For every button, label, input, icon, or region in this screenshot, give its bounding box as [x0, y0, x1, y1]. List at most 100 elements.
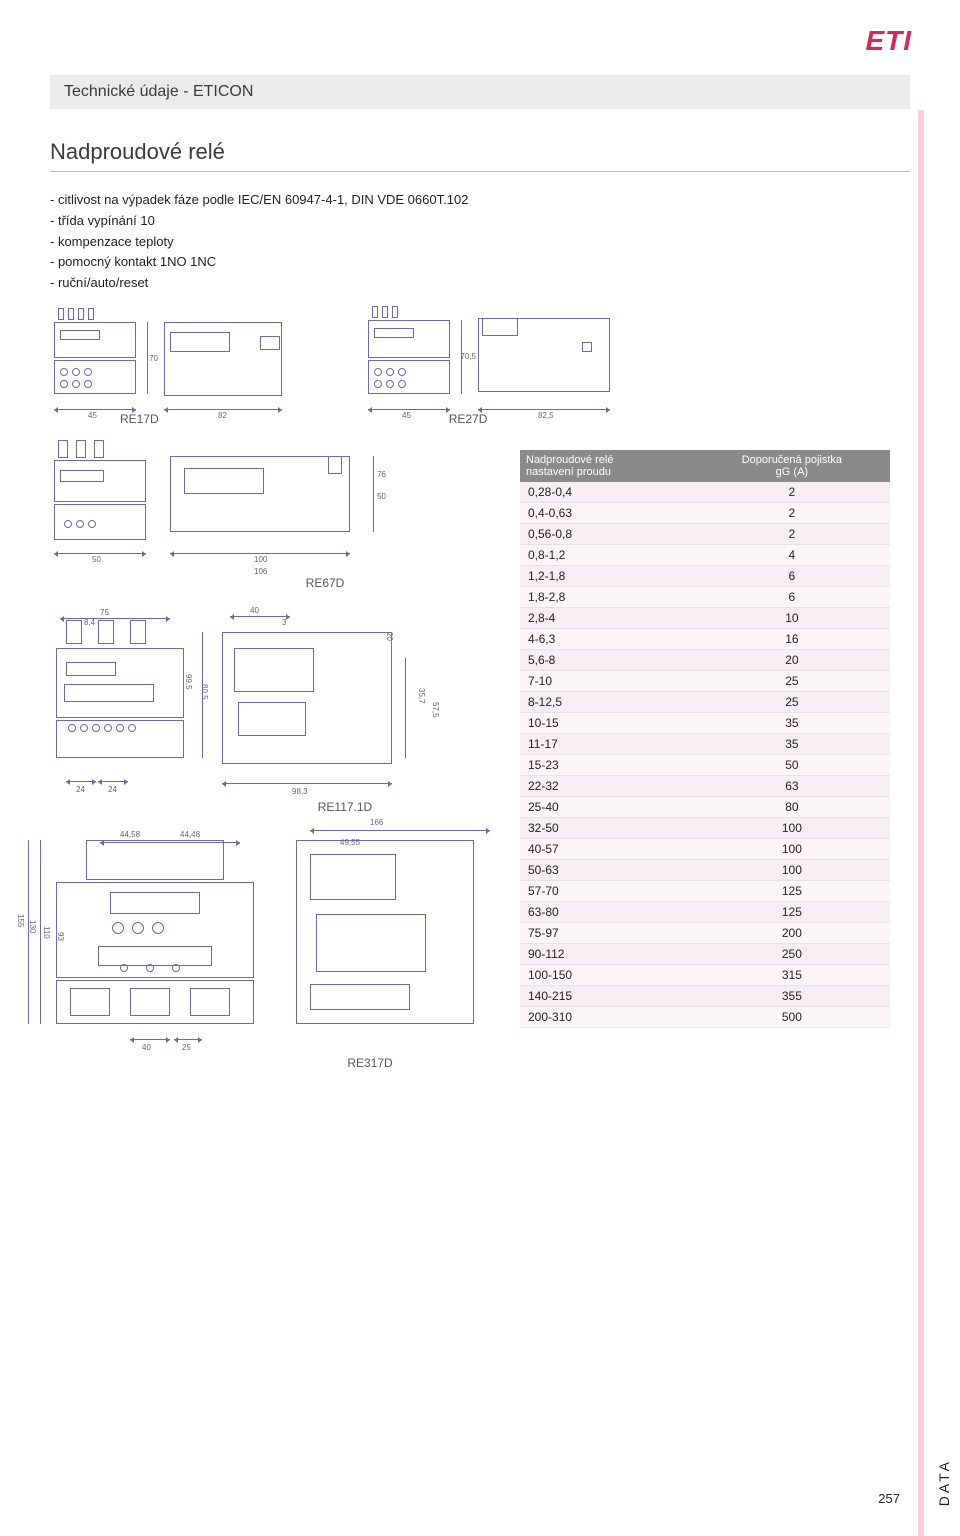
side-label: DATA — [936, 1459, 952, 1506]
table-row: 15-2350 — [520, 754, 890, 775]
table-row: 1,8-2,86 — [520, 586, 890, 607]
dim: 24 — [76, 785, 85, 794]
dim: 40 — [250, 606, 259, 615]
model-label: RE27D — [449, 412, 488, 426]
table-row: 10-1535 — [520, 712, 890, 733]
table-row: 22-3263 — [520, 775, 890, 796]
cell-range: 4-6,3 — [520, 628, 694, 649]
dim: 40 — [142, 1043, 151, 1052]
cell-fuse: 6 — [694, 565, 890, 586]
table-row: 8-12,525 — [520, 691, 890, 712]
re317d-front: 155 130 110 93 40 25 — [50, 834, 260, 1034]
table-row: 57-70125 — [520, 880, 890, 901]
cell-fuse: 10 — [694, 607, 890, 628]
right-strip — [918, 110, 924, 1536]
page: ETI Technické údaje - ETICON Nadproudové… — [0, 0, 960, 1536]
bullet: citlivost na výpadek fáze podle IEC/EN 6… — [50, 190, 910, 211]
dim: 35,7 — [417, 688, 426, 704]
cell-range: 0,4-0,63 — [520, 502, 694, 523]
dim: 45 — [88, 411, 97, 420]
dim: 24 — [108, 785, 117, 794]
dim: 155 — [16, 914, 25, 927]
table-row: 0,28-0,42 — [520, 482, 890, 503]
table-row: 40-57100 — [520, 838, 890, 859]
table-row: 5,6-820 — [520, 649, 890, 670]
cell-range: 5,6-8 — [520, 649, 694, 670]
cell-fuse: 25 — [694, 691, 890, 712]
cell-fuse: 35 — [694, 712, 890, 733]
th-text: Nadproudové relé — [526, 454, 688, 466]
th-left: Nadproudové relé nastavení proudu — [520, 450, 694, 482]
cell-range: 57-70 — [520, 880, 694, 901]
cell-fuse: 100 — [694, 859, 890, 880]
dim: 75 — [100, 608, 109, 617]
cell-range: 15-23 — [520, 754, 694, 775]
cell-fuse: 100 — [694, 817, 890, 838]
bullet: třída vypínání 10 — [50, 211, 910, 232]
table-row: 90-112250 — [520, 943, 890, 964]
th-text: nastavení proudu — [526, 466, 688, 478]
table-row: 63-80125 — [520, 901, 890, 922]
cell-fuse: 80 — [694, 796, 890, 817]
bullet: pomocný kontakt 1NO 1NC — [50, 252, 910, 273]
diagrams-column: 50 100 106 76 50 RE67D — [50, 448, 490, 1070]
cell-fuse: 355 — [694, 985, 890, 1006]
section-title: Nadproudové relé — [50, 139, 910, 172]
table-row: 0,8-1,24 — [520, 544, 890, 565]
lower-block: 50 100 106 76 50 RE67D — [50, 448, 910, 1070]
bullet: kompenzace teploty — [50, 232, 910, 253]
model-label: RE17D — [120, 412, 159, 426]
cell-fuse: 6 — [694, 586, 890, 607]
cell-fuse: 250 — [694, 943, 890, 964]
dim: 25 — [182, 1043, 191, 1052]
bullet: ruční/auto/reset — [50, 273, 910, 294]
cell-range: 140-215 — [520, 985, 694, 1006]
drawings-row-1: 45 70 82 45 — [50, 314, 910, 406]
dim: 45 — [402, 411, 411, 420]
th-right: Doporučená pojistka gG (A) — [694, 450, 890, 482]
cell-range: 40-57 — [520, 838, 694, 859]
table-row: 50-63100 — [520, 859, 890, 880]
cell-range: 200-310 — [520, 1006, 694, 1027]
th-text: gG (A) — [700, 466, 884, 478]
cell-fuse: 125 — [694, 901, 890, 922]
cell-range: 63-80 — [520, 901, 694, 922]
cell-fuse: 25 — [694, 670, 890, 691]
table-row: 2,8-410 — [520, 607, 890, 628]
table-row: 100-150315 — [520, 964, 890, 985]
dim: 76 — [377, 470, 386, 479]
cell-range: 25-40 — [520, 796, 694, 817]
dim: 82,5 — [538, 411, 554, 420]
re27d-front: 45 70,5 — [364, 314, 454, 406]
page-number: 257 — [878, 1491, 900, 1506]
cell-range: 32-50 — [520, 817, 694, 838]
dim: 70 — [149, 354, 158, 363]
table-row: 11-1735 — [520, 733, 890, 754]
cell-fuse: 50 — [694, 754, 890, 775]
table-row: 200-310500 — [520, 1006, 890, 1027]
table-row: 1,2-1,86 — [520, 565, 890, 586]
cell-fuse: 16 — [694, 628, 890, 649]
cell-range: 90-112 — [520, 943, 694, 964]
cell-range: 2,8-4 — [520, 607, 694, 628]
bullet-list: citlivost na výpadek fáze podle IEC/EN 6… — [50, 190, 910, 294]
cell-range: 0,56-0,8 — [520, 523, 694, 544]
table-row: 32-50100 — [520, 817, 890, 838]
dim: 100 — [254, 555, 267, 564]
cell-fuse: 200 — [694, 922, 890, 943]
dim: 130 — [28, 920, 37, 933]
cell-range: 11-17 — [520, 733, 694, 754]
cell-fuse: 63 — [694, 775, 890, 796]
cell-range: 10-15 — [520, 712, 694, 733]
cell-range: 0,28-0,4 — [520, 482, 694, 503]
dim: 50 — [92, 555, 101, 564]
table-row: 75-97200 — [520, 922, 890, 943]
table-row: 25-4080 — [520, 796, 890, 817]
cell-fuse: 500 — [694, 1006, 890, 1027]
cell-range: 1,8-2,8 — [520, 586, 694, 607]
re67d-front: 50 — [50, 448, 150, 548]
dim: 166 — [370, 818, 383, 827]
re17d-side: 82 — [158, 316, 288, 406]
table-row: 7-1025 — [520, 670, 890, 691]
cell-fuse: 35 — [694, 733, 890, 754]
